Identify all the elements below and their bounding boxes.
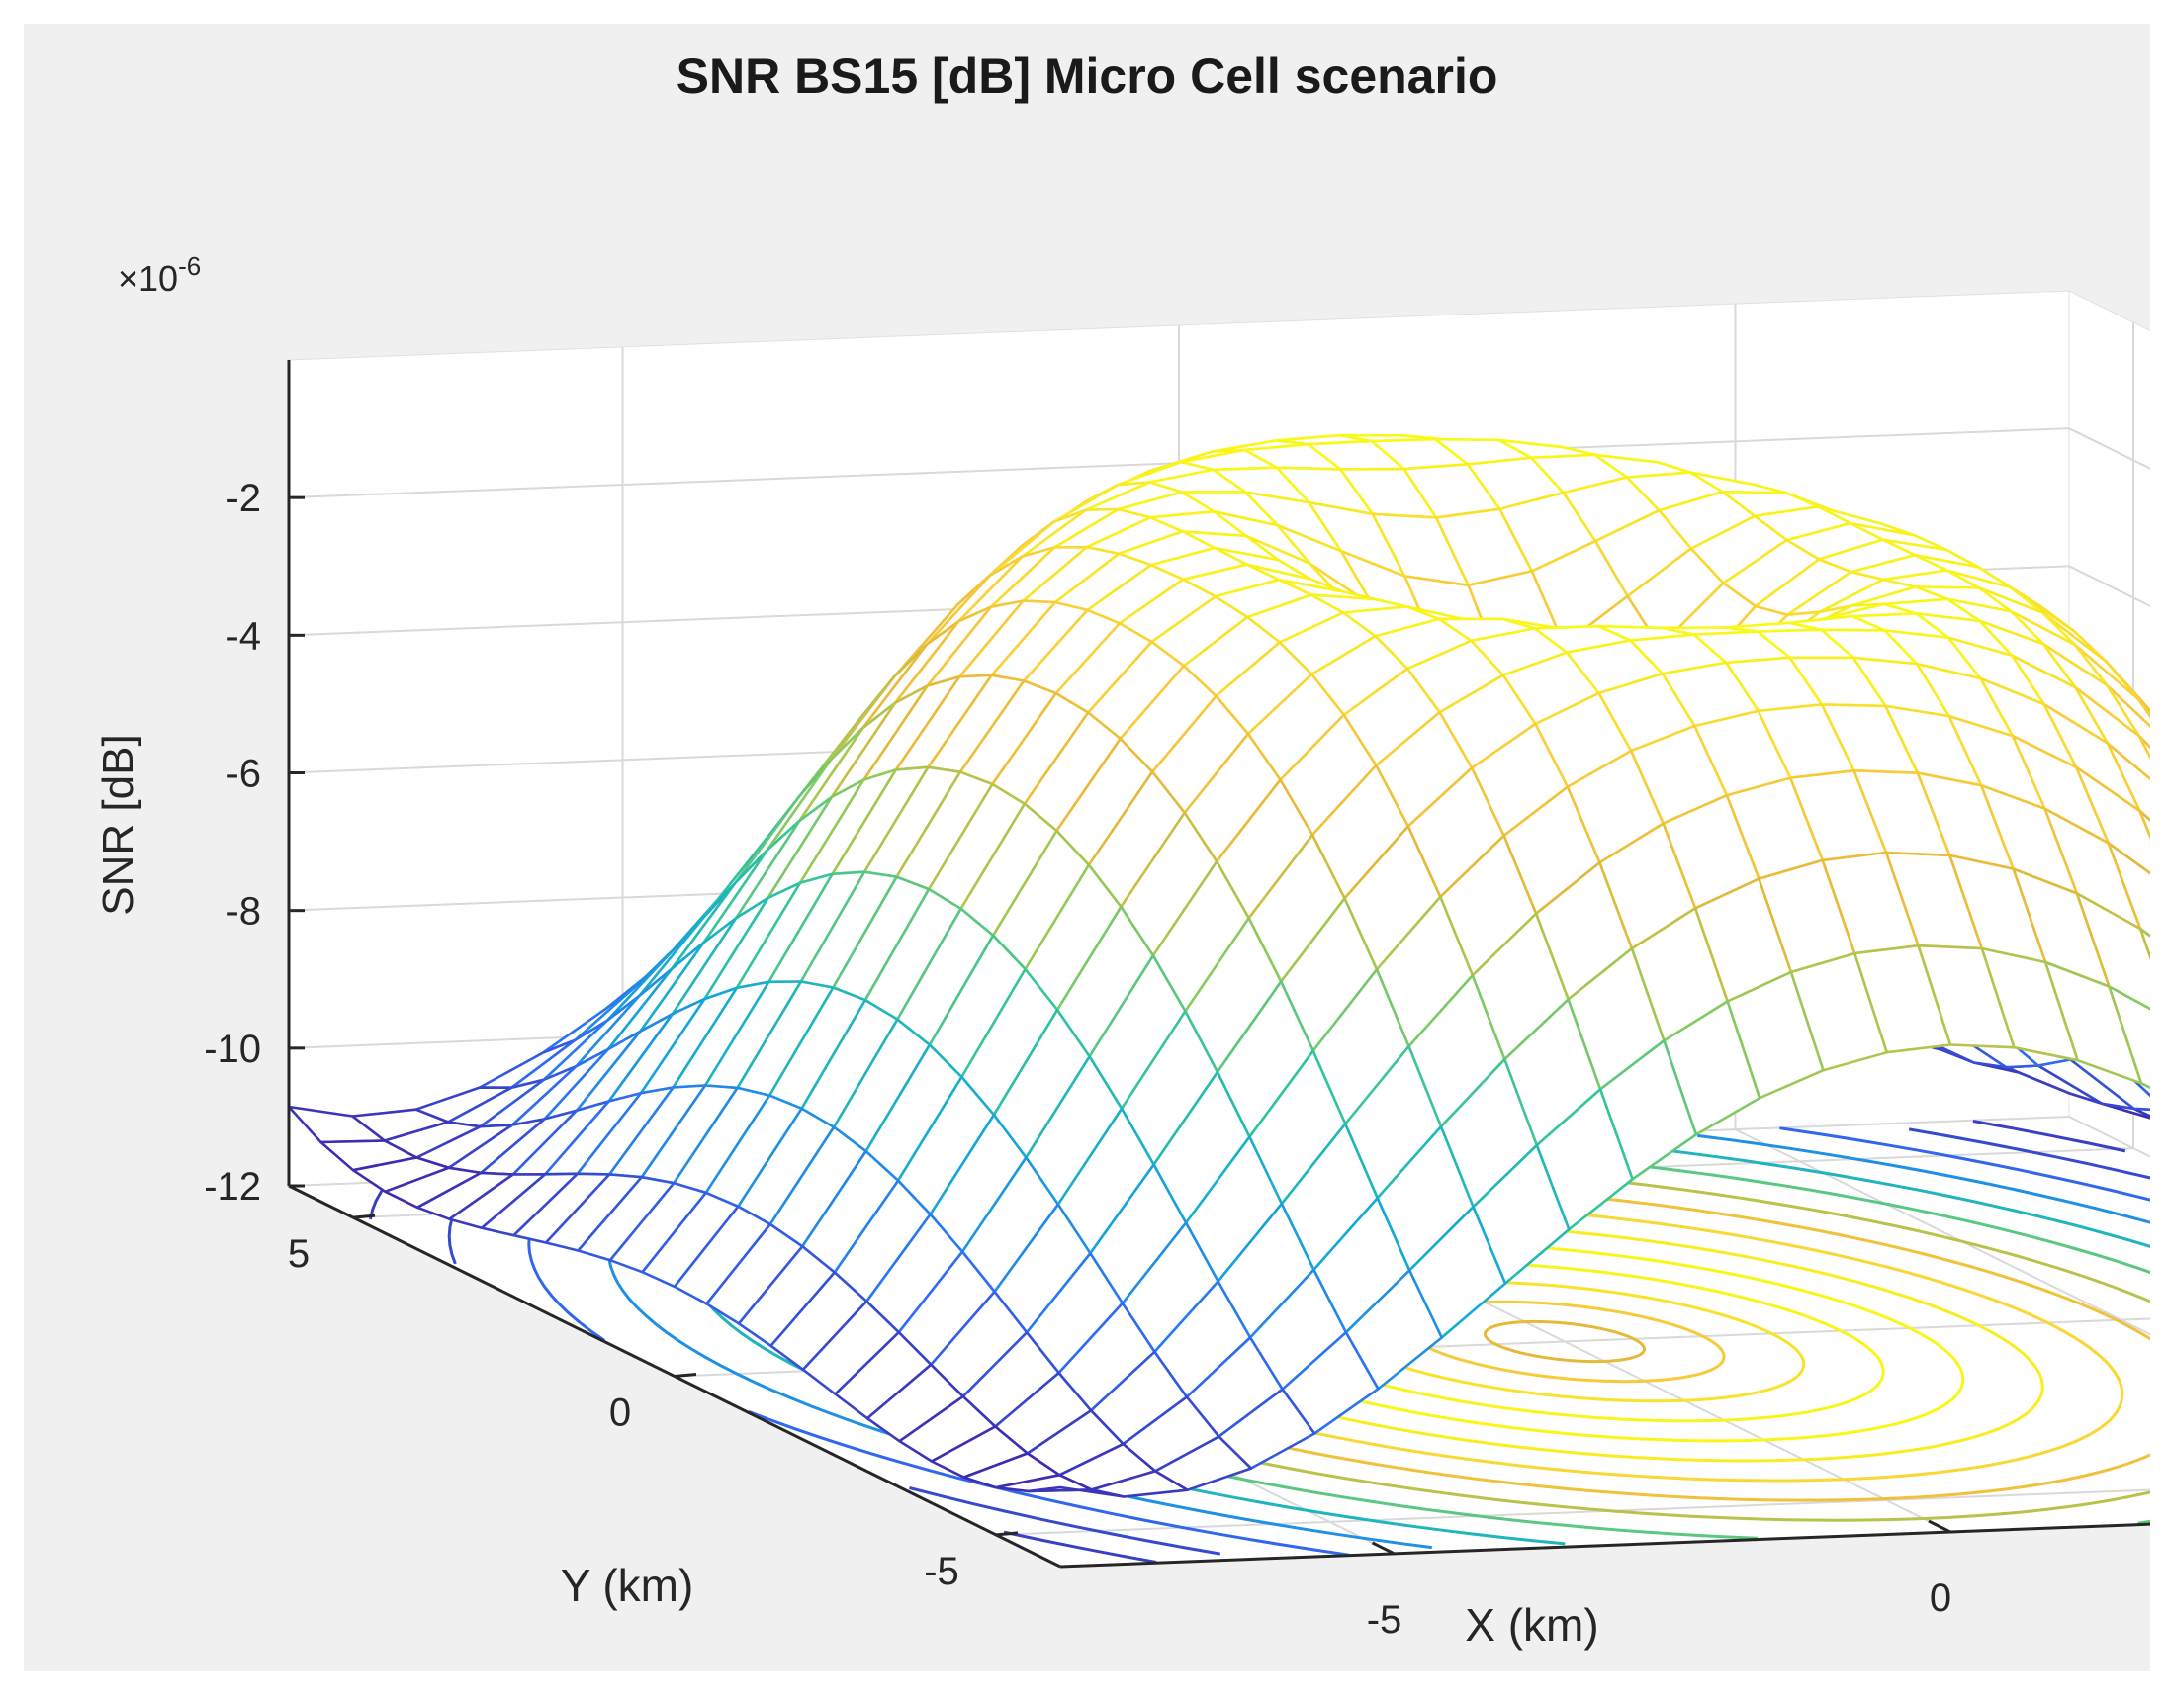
z-tick-label: -2 [226,477,261,520]
x-tick-label: -5 [1367,1598,1402,1642]
z-exponent-label: ×10-6 [118,251,201,299]
figure-window: SNR BS15 [dB] Micro Cell scenario -12 -10… [24,24,2150,1671]
y-tick [352,1214,376,1219]
z-exponent-base: ×10 [118,258,178,299]
y-tick [995,1531,1019,1537]
x-tick [1928,1519,1951,1534]
z-tick-label: -8 [226,890,261,934]
z-axis-label: SNR [dB] [94,734,142,915]
contour-line [1483,1319,1647,1364]
z-tick-label: -6 [226,753,261,796]
axes-front: -12-10-8-6-4-2-505-505 [204,360,2150,1642]
z-tick-label: -10 [204,1028,261,1071]
chart-title: SNR BS15 [dB] Micro Cell scenario [677,48,1498,104]
contour-line [368,1120,2126,1564]
y-tick-label: -5 [924,1550,959,1593]
y-axis-label: Y (km) [561,1560,694,1611]
y-tick-label: 0 [609,1392,631,1435]
contour-line [527,1126,2150,1557]
y-tick [674,1373,697,1378]
x-tick-label: 0 [1930,1576,1951,1620]
surface-mesh [287,433,2150,1498]
x-axis-label: X (km) [1465,1599,1598,1651]
z-exponent-power: -6 [178,251,201,281]
z-tick-label: -4 [226,614,261,658]
y-tick-label: 5 [288,1232,310,1276]
z-tick-label: -12 [204,1165,261,1209]
x-tick [1371,1541,1396,1556]
contour-line [447,1127,2150,1556]
surface-plot: SNR BS15 [dB] Micro Cell scenario -12 -10… [94,48,2150,1651]
mesh-cell [1027,1485,1126,1498]
